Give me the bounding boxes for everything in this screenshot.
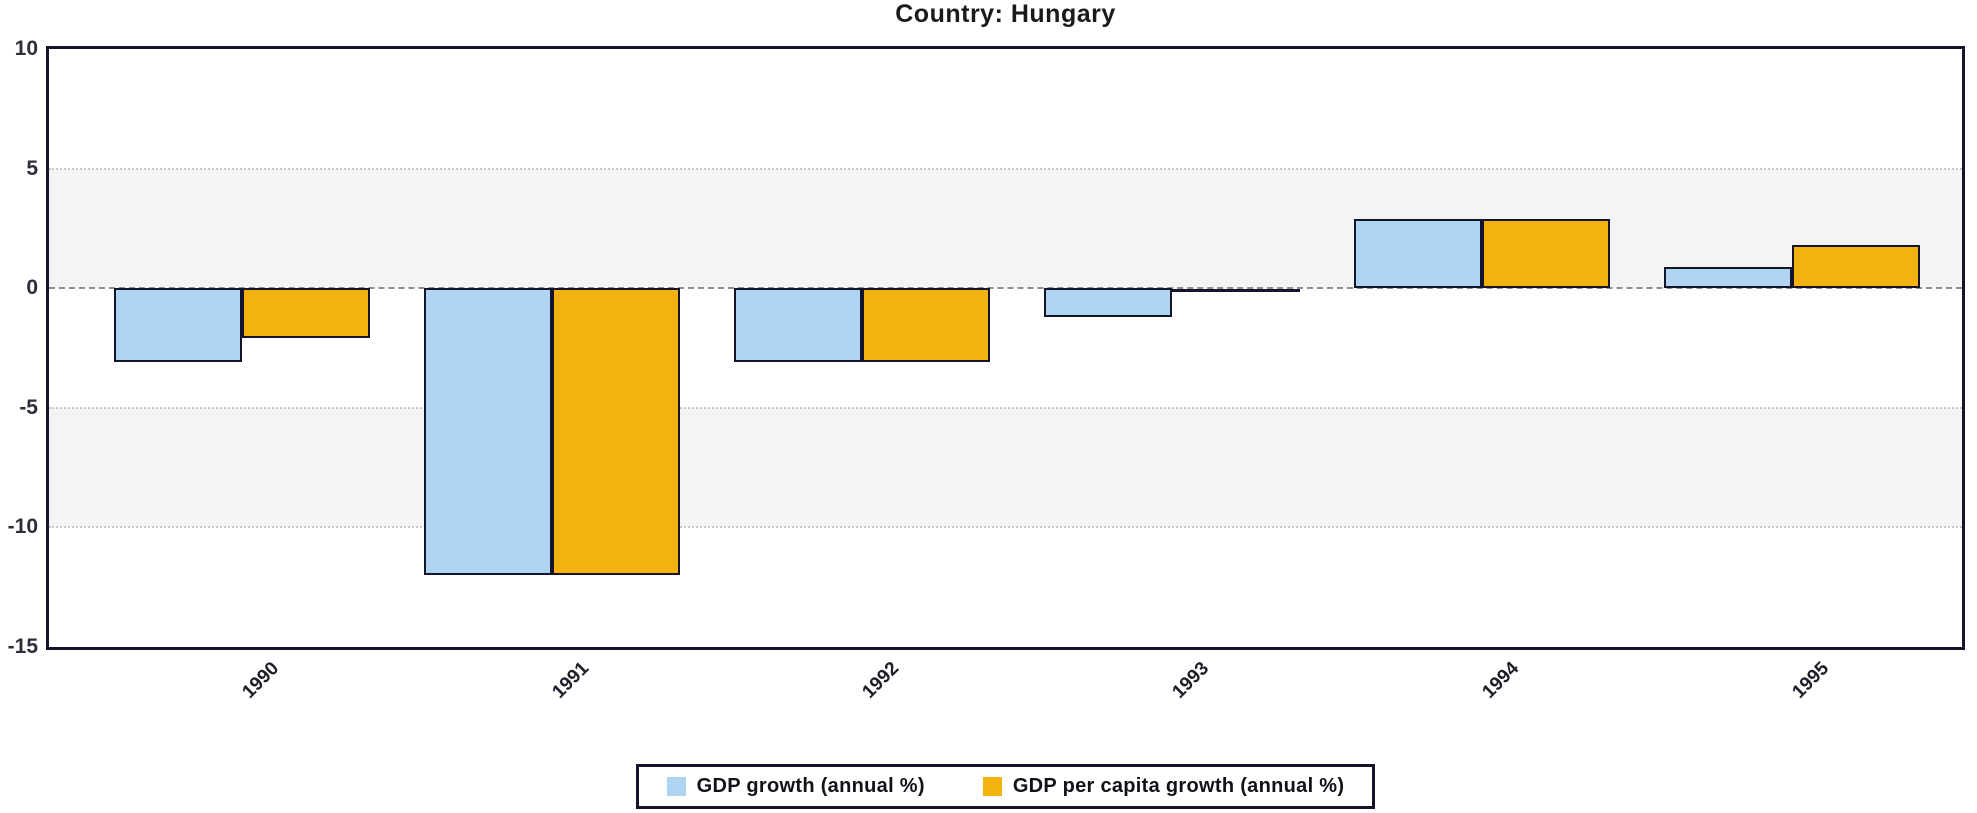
legend-box: GDP growth (annual %) GDP per capita grow… [635,764,1376,809]
x-tick-text: 1993 [1168,658,1213,703]
plot-band [49,407,1962,528]
x-tick-text: 1991 [548,658,593,703]
legend: GDP growth (annual %) GDP per capita grow… [46,764,1965,809]
y-tick-label--10: -10 [7,515,38,539]
x-tick-text: 1992 [858,658,903,703]
legend-swatch-icon [982,777,1002,796]
bar-gdp-per-capita-growth-annual-1990[interactable] [242,288,370,339]
bar-gdp-per-capita-growth-annual-1993[interactable] [1172,289,1300,293]
bar-gdp-growth-annual-1993[interactable] [1044,288,1172,317]
zero-gridline [49,287,1962,290]
legend-swatch-icon [666,777,686,796]
x-tick-text: 1990 [238,658,283,703]
legend-item-gdp-growth-annual[interactable]: GDP growth (annual %) [666,775,925,798]
y-tick-label-0: 0 [26,276,38,300]
plot-band [49,168,1962,289]
bar-gdp-per-capita-growth-annual-1992[interactable] [862,288,990,363]
gridline--10 [49,526,1962,529]
bar-gdp-growth-annual-1990[interactable] [114,288,242,363]
y-tick-label-10: 10 [14,37,38,60]
bar-gdp-growth-annual-1991[interactable] [424,288,552,576]
legend-label: GDP growth (annual %) [696,775,925,797]
bar-gdp-growth-annual-1992[interactable] [734,288,862,363]
bar-gdp-per-capita-growth-annual-1994[interactable] [1482,218,1610,289]
bar-gdp-growth-annual-1994[interactable] [1354,218,1482,289]
bar-gdp-growth-annual-1995[interactable] [1664,266,1792,289]
bar-gdp-per-capita-growth-annual-1995[interactable] [1792,245,1920,289]
y-tick-label--5: -5 [19,395,38,419]
plot-area [46,46,1965,650]
y-tick-label-5: 5 [26,156,38,180]
legend-label: GDP per capita growth (annual %) [1012,775,1345,797]
gridline--5 [49,406,1962,409]
y-tick-label--15: -15 [7,635,38,658]
x-tick-text: 1995 [1788,658,1833,703]
chart-title: Country: Hungary [895,0,1116,28]
bar-gdp-per-capita-growth-annual-1991[interactable] [552,288,680,576]
gridline-5 [49,167,1962,170]
legend-item-gdp-per-capita-growth-annual[interactable]: GDP per capita growth (annual %) [982,775,1345,798]
x-tick-text: 1994 [1478,658,1523,703]
